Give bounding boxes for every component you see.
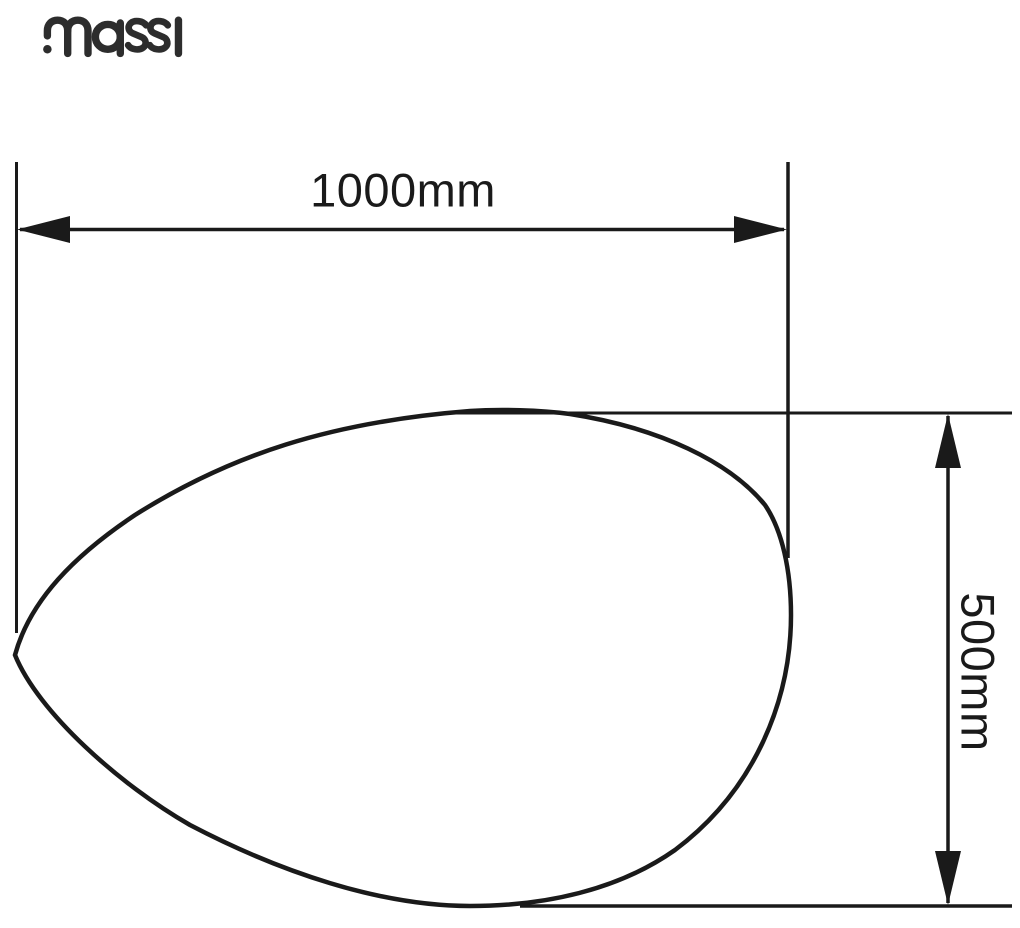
massi-logo: massi [38,11,186,59]
massi-logo-graphic [43,16,183,58]
arrowhead-up [935,414,961,468]
mirror-outline [12,407,794,909]
logo-letter-s1 [124,17,150,53]
logo-letter-m-arch2 [64,16,92,58]
width-dimension-label: 1000mm [310,163,496,217]
arrowhead-left [17,216,70,243]
arrowhead-down [935,851,961,905]
arrowhead-right [734,216,787,243]
height-dimension-label: 500mm [951,592,1005,752]
logo-m-dot [43,45,52,54]
logo-letter-s2 [146,17,172,53]
